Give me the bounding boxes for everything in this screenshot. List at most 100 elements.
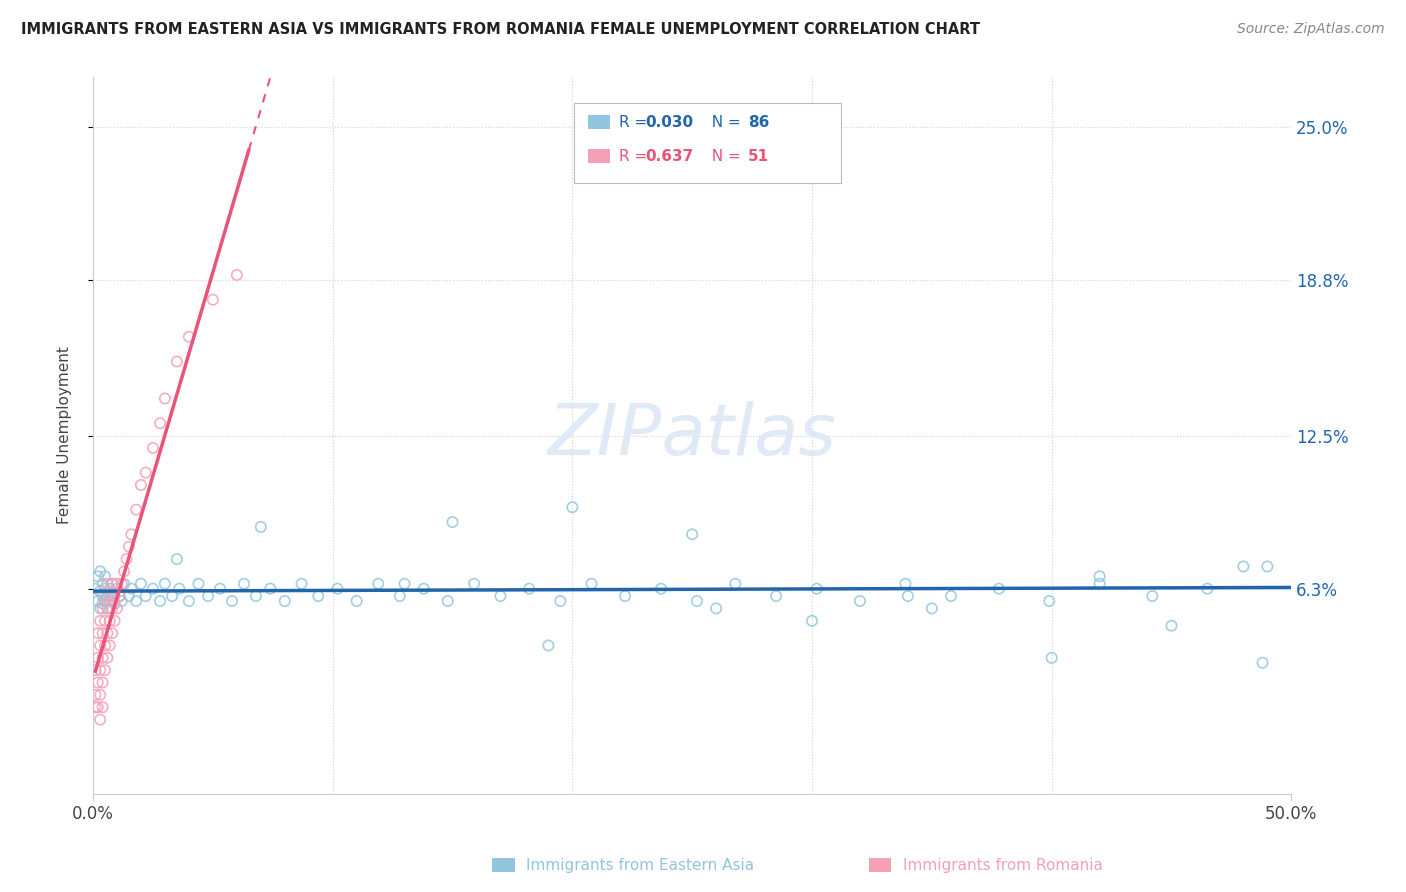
- Point: [103, 589, 125, 603]
- Point: [307, 589, 329, 603]
- Point: [346, 594, 368, 608]
- Point: [84, 582, 107, 596]
- Point: [89, 565, 111, 579]
- Point: [149, 416, 172, 430]
- Point: [581, 576, 603, 591]
- Point: [412, 582, 434, 596]
- Point: [765, 589, 787, 603]
- Point: [112, 576, 135, 591]
- Point: [169, 582, 191, 596]
- Point: [177, 330, 200, 344]
- Point: [101, 589, 124, 603]
- Point: [96, 589, 118, 603]
- Point: [98, 614, 121, 628]
- Text: R =: R =: [619, 115, 652, 129]
- Point: [87, 569, 110, 583]
- Point: [112, 565, 135, 579]
- Text: IMMIGRANTS FROM EASTERN ASIA VS IMMIGRANTS FROM ROMANIA FEMALE UNEMPLOYMENT CORR: IMMIGRANTS FROM EASTERN ASIA VS IMMIGRAN…: [21, 22, 980, 37]
- Point: [89, 639, 111, 653]
- Point: [517, 582, 540, 596]
- Point: [94, 569, 117, 583]
- Point: [259, 582, 281, 596]
- Point: [108, 589, 131, 603]
- Point: [388, 589, 411, 603]
- Point: [87, 700, 110, 714]
- Point: [142, 582, 165, 596]
- Point: [1040, 650, 1063, 665]
- Point: [1251, 656, 1274, 670]
- Point: [103, 614, 125, 628]
- Point: [129, 576, 152, 591]
- Point: [221, 594, 243, 608]
- Point: [94, 594, 117, 608]
- Point: [1232, 559, 1254, 574]
- Point: [120, 527, 142, 541]
- Point: [153, 576, 176, 591]
- Point: [87, 594, 110, 608]
- Point: [129, 478, 152, 492]
- Text: N =: N =: [702, 115, 745, 129]
- Text: Immigrants from Eastern Asia: Immigrants from Eastern Asia: [526, 858, 754, 872]
- Point: [94, 582, 117, 596]
- Point: [111, 576, 134, 591]
- Point: [91, 576, 114, 591]
- Point: [120, 582, 142, 596]
- Point: [894, 576, 917, 591]
- Point: [806, 582, 828, 596]
- Point: [101, 626, 124, 640]
- Point: [135, 466, 157, 480]
- Point: [650, 582, 672, 596]
- Point: [166, 354, 188, 368]
- Point: [166, 552, 188, 566]
- Point: [91, 589, 114, 603]
- Point: [939, 589, 962, 603]
- Point: [89, 601, 111, 615]
- Point: [89, 663, 111, 677]
- Point: [921, 601, 943, 615]
- Point: [111, 594, 134, 608]
- Text: 86: 86: [748, 115, 769, 129]
- Point: [441, 515, 464, 529]
- Point: [550, 594, 572, 608]
- Point: [91, 700, 114, 714]
- Point: [1197, 582, 1219, 596]
- Point: [897, 589, 920, 603]
- Point: [326, 582, 349, 596]
- Point: [101, 576, 124, 591]
- Point: [91, 675, 114, 690]
- Point: [94, 639, 117, 653]
- Point: [153, 392, 176, 406]
- Point: [849, 594, 872, 608]
- Point: [87, 626, 110, 640]
- Point: [160, 589, 183, 603]
- Point: [98, 582, 121, 596]
- Point: [233, 576, 256, 591]
- Text: N =: N =: [702, 149, 745, 163]
- Point: [91, 650, 114, 665]
- Point: [201, 293, 224, 307]
- Point: [96, 601, 118, 615]
- Point: [1256, 559, 1278, 574]
- Point: [108, 589, 131, 603]
- Point: [84, 700, 107, 714]
- Text: 51: 51: [748, 149, 769, 163]
- Point: [561, 500, 583, 515]
- Point: [274, 594, 297, 608]
- Point: [89, 584, 111, 599]
- Point: [208, 582, 231, 596]
- Point: [436, 594, 458, 608]
- Point: [98, 594, 121, 608]
- Point: [89, 614, 111, 628]
- Point: [96, 576, 118, 591]
- Point: [91, 601, 114, 615]
- Point: [94, 663, 117, 677]
- Text: Source: ZipAtlas.com: Source: ZipAtlas.com: [1237, 22, 1385, 37]
- Point: [105, 576, 128, 591]
- Point: [118, 540, 141, 554]
- Point: [101, 576, 124, 591]
- Point: [115, 552, 138, 566]
- Point: [149, 594, 172, 608]
- Point: [681, 527, 703, 541]
- Point: [290, 576, 312, 591]
- Point: [118, 589, 141, 603]
